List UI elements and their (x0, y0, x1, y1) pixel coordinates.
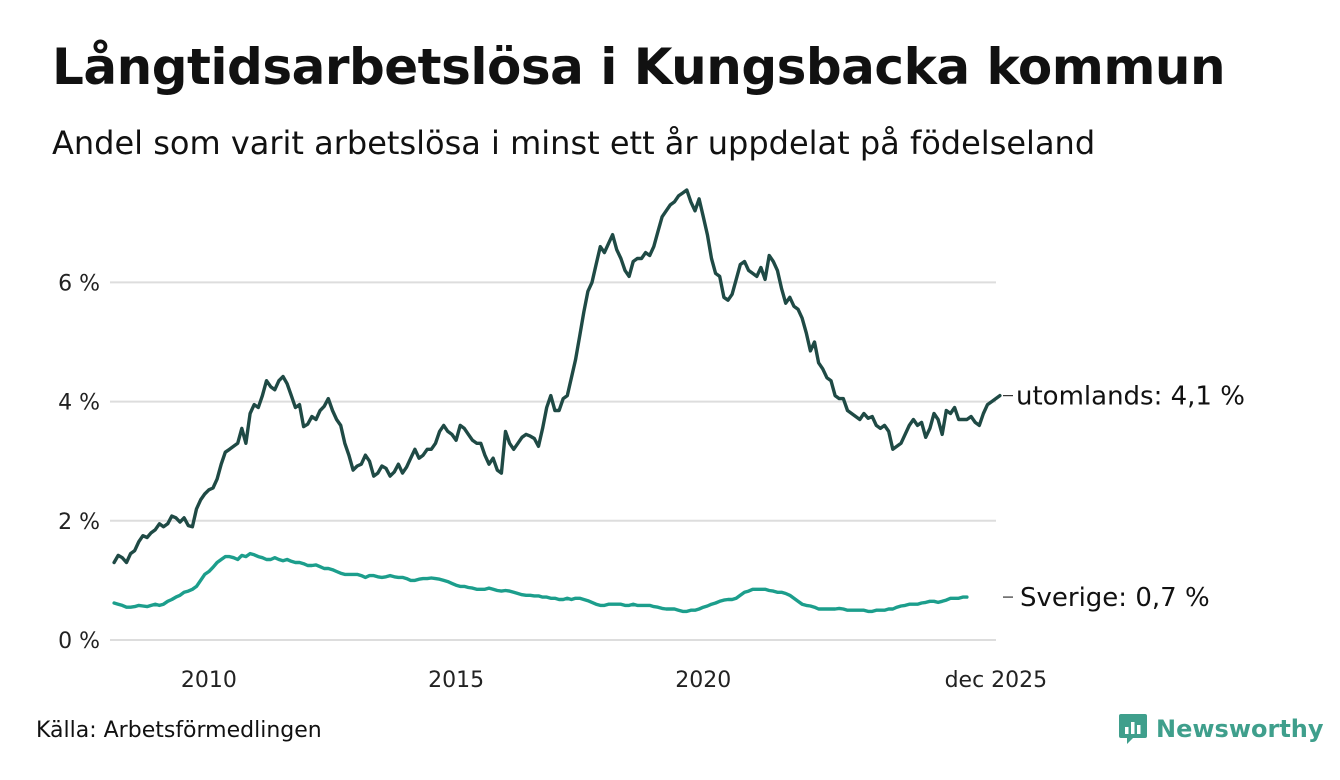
source-note: Källa: Arbetsförmedlingen (36, 718, 322, 743)
series-lines (112, 188, 1002, 614)
line-chart: 0 % 2 % 4 % 6 % 2010 2015 2020 dec 2025 utomla… (58, 188, 1245, 693)
x-tick-label: 2010 (181, 668, 237, 693)
y-tick-label: 6 % (58, 271, 100, 296)
y-tick-label: 0 % (58, 629, 100, 654)
end-label-sverige: Sverige: 0,7 % (1020, 583, 1210, 613)
gridlines (110, 281, 996, 641)
x-axis-tick-labels: 2010 2015 2020 dec 2025 (181, 668, 1047, 693)
y-tick-label: 4 % (58, 391, 100, 416)
x-tick-label: dec 2025 (945, 668, 1048, 693)
x-tick-label: 2015 (428, 668, 484, 693)
series-end-labels: utomlands: 4,1 % Sverige: 0,7 % (1003, 382, 1245, 613)
x-tick-label: 2020 (675, 668, 731, 693)
newsworthy-logo-icon (1119, 714, 1147, 744)
series-line-utomlands (112, 188, 1002, 565)
end-label-utomlands: utomlands: 4,1 % (1016, 382, 1245, 412)
chart-title: Långtidsarbetslösa i Kungsbacka kommun (52, 38, 1226, 96)
newsworthy-logo[interactable]: Newsworthy (1118, 712, 1324, 746)
series-line-sverige (112, 551, 969, 614)
y-axis-tick-labels: 0 % 2 % 4 % 6 % (58, 271, 100, 654)
chart-subtitle: Andel som varit arbetslösa i minst ett å… (52, 124, 1096, 162)
y-tick-label: 2 % (58, 510, 100, 535)
brand-name: Newsworthy (1156, 715, 1324, 743)
